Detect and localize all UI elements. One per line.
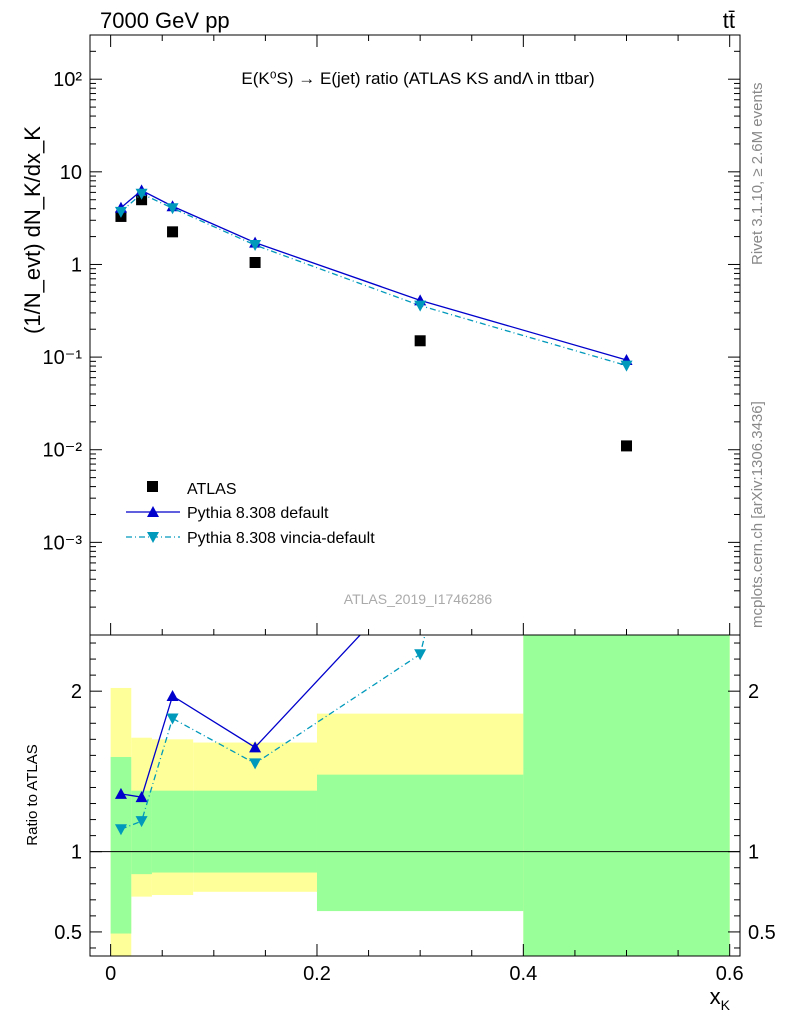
legend-marker-atlas <box>147 481 158 492</box>
ratio-point-pythia-default <box>166 689 179 701</box>
main-ytick-label: 1 <box>71 254 82 276</box>
watermark: ATLAS_2019_I1746286 <box>344 591 493 607</box>
uncertainty-band-green <box>110 756 132 934</box>
legend-label-pythia-default: Pythia 8.308 default <box>187 505 329 522</box>
main-plot: 10⁻³ 10⁻² 10⁻¹ 1 10 10² E(K⁰S) → E(jet) ratio… <box>20 34 741 636</box>
point-pythia-vincia <box>135 188 148 200</box>
ratio-ytick-label-right: 2 <box>748 681 759 703</box>
ratio-line-pythia-vincia <box>120 635 426 830</box>
ratio-point-pythia-vincia <box>166 713 179 725</box>
x-tick-label: 0.4 <box>509 963 537 985</box>
legend-item-atlas: ATLAS <box>147 481 237 498</box>
ratio-ytick-label: 1 <box>71 842 82 864</box>
x-axis-label: xK <box>710 984 731 1013</box>
point-pythia-vincia <box>249 240 262 252</box>
uncertainty-band-green <box>151 790 194 873</box>
ratio-point-pythia-default <box>135 791 148 803</box>
line-pythia-vincia <box>120 192 627 367</box>
x-tick-label: 0.2 <box>303 963 331 985</box>
main-ytick-label: 10⁻³ <box>43 532 83 554</box>
main-ytick-label: 10⁻¹ <box>43 347 83 369</box>
legend-label-atlas: ATLAS <box>187 481 237 498</box>
ratio-point-pythia-vincia <box>114 824 127 836</box>
x-tick-label: 0.6 <box>716 963 744 985</box>
main-ytick-label: 10² <box>53 69 82 91</box>
point-atlas <box>621 440 633 452</box>
ratio-plot: 0.5 0.5 1 1 2 2 0 0.2 0.4 0.6 Ratio to ATLAS xK <box>24 565 776 1013</box>
legend-label-pythia-vincia: Pythia 8.308 vincia-default <box>187 530 375 547</box>
uncertainty-band-green <box>316 774 524 912</box>
legend-marker-pythia-default <box>147 506 159 517</box>
legend-item-pythia-vincia: Pythia 8.308 vincia-default <box>126 530 375 547</box>
line-pythia-default <box>120 189 627 361</box>
ratio-point-pythia-default <box>114 787 127 799</box>
ratio-point-pythia-vincia <box>249 758 262 770</box>
point-atlas <box>414 335 426 347</box>
point-atlas <box>167 226 179 238</box>
header-right: tt̄ <box>723 8 735 33</box>
point-pythia-vincia <box>166 203 179 215</box>
uncertainty-band-green <box>131 790 152 875</box>
ratio-ytick-label: 2 <box>71 681 82 703</box>
point-atlas <box>249 257 261 269</box>
ratio-ytick-label: 0.5 <box>54 922 82 944</box>
legend-marker-pythia-vincia <box>147 532 159 543</box>
uncertainty-band-green <box>523 635 730 956</box>
main-ylabel: (1/N_evt) dN_K/dx_K <box>20 126 45 334</box>
ratio-point-pythia-vincia <box>414 649 427 661</box>
ratio-ylabel: Ratio to ATLAS <box>24 744 41 845</box>
main-title: E(K⁰S) → E(jet) ratio (ATLAS KS andΛ in … <box>241 69 594 88</box>
x-tick-label: 0 <box>105 963 116 985</box>
rivet-label: Rivet 3.1.10, ≥ 2.6M events <box>749 83 766 266</box>
mcplots-label: mcplots.cern.ch [arXiv:1306.3436] <box>749 401 766 628</box>
point-pythia-vincia <box>114 206 127 218</box>
legend: ATLAS Pythia 8.308 default Pythia 8.308 … <box>126 481 375 547</box>
ratio-line-pythia-default <box>120 635 362 798</box>
point-pythia-vincia <box>414 300 427 312</box>
main-ytick-label: 10⁻² <box>43 440 83 462</box>
header-left: 7000 GeV pp <box>100 8 230 33</box>
ratio-ytick-label-right: 1 <box>748 842 759 864</box>
ratio-point-pythia-vincia <box>135 816 148 828</box>
point-pythia-vincia <box>620 360 633 372</box>
main-ytick-label: 10 <box>60 162 82 184</box>
ratio-frame <box>89 634 741 957</box>
uncertainty-band-green <box>193 790 317 873</box>
legend-item-pythia-default: Pythia 8.308 default <box>126 505 329 522</box>
ratio-point-pythia-default <box>414 565 426 576</box>
ratio-point-pythia-default <box>249 741 262 753</box>
ratio-ytick-label-right: 0.5 <box>748 922 776 944</box>
